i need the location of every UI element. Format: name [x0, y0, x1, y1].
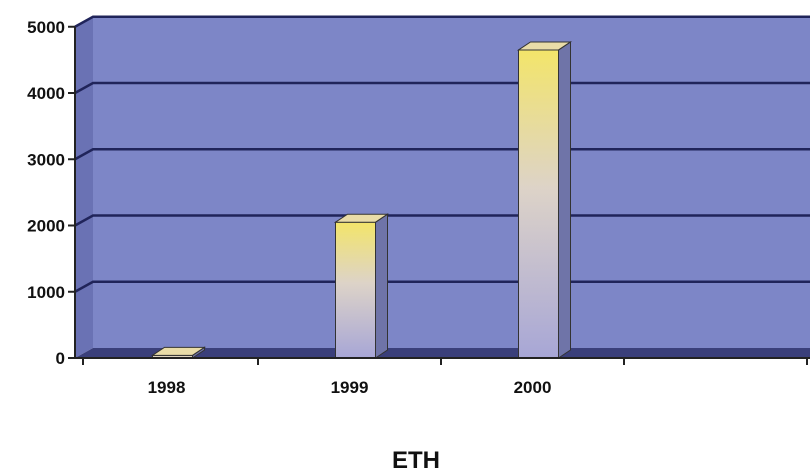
bar [333, 213, 390, 359]
x-tick-label: 2000 [514, 378, 552, 397]
bar-side [558, 41, 571, 359]
bar-side [375, 213, 388, 359]
x-axis: 1998 1999 2000 [75, 357, 810, 397]
bar-front [518, 49, 559, 359]
bar-top [516, 41, 573, 51]
x-tick-label: 1999 [331, 378, 369, 397]
y-tick-label: 4000 [27, 84, 65, 103]
x-tick-label: 1998 [148, 378, 186, 397]
y-tick-label: 3000 [27, 150, 65, 169]
y-tick-label: 0 [56, 349, 65, 368]
y-tick-label: 5000 [27, 18, 65, 37]
plot-floor [75, 348, 810, 358]
plot-back-wall [93, 16, 810, 348]
bar [516, 41, 573, 359]
bar-top [150, 346, 207, 356]
gridline [74, 15, 810, 28]
plot-area [75, 16, 810, 358]
bar [150, 346, 207, 359]
x-axis-title: ETH [392, 447, 440, 474]
y-tick-label: 1000 [27, 283, 65, 302]
y-tick-label: 2000 [27, 217, 65, 236]
y-axis: 0 1000 2000 3000 4000 5000 [27, 18, 76, 368]
plot-side-wall [75, 16, 93, 358]
bar-front [335, 221, 376, 359]
bars [150, 41, 573, 359]
bar-top [333, 213, 390, 223]
